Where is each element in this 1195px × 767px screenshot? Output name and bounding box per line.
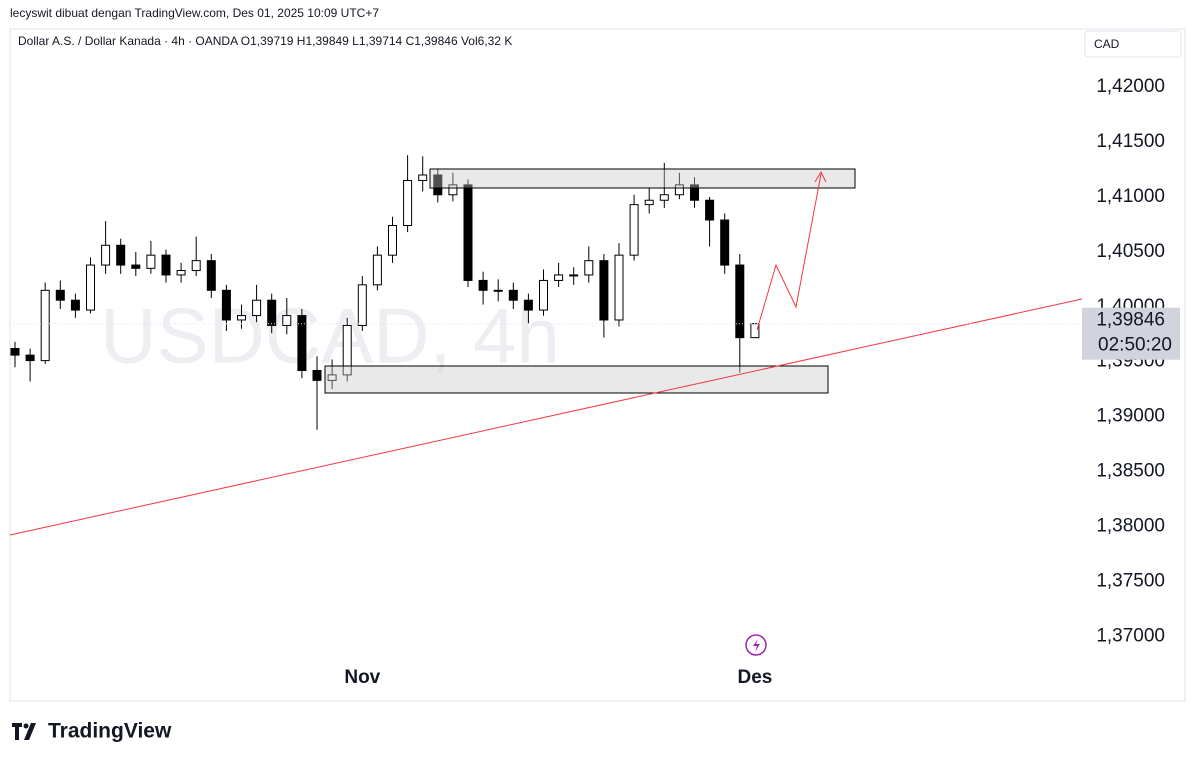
countdown: 02:50:20 — [1098, 335, 1172, 356]
candle-body — [644, 199, 654, 206]
candle-body — [463, 184, 473, 281]
currency-box[interactable] — [1084, 30, 1182, 58]
plot — [10, 155, 760, 430]
candle-body — [357, 284, 367, 326]
x-tick-label: Nov — [344, 667, 380, 688]
candle-body — [70, 299, 80, 311]
candle-body — [614, 254, 624, 321]
y-tick-label: 1,40500 — [1096, 241, 1165, 262]
y-tick-label: 1,37500 — [1096, 570, 1165, 591]
trendline — [9, 298, 1083, 536]
y-tick-label: 1,37000 — [1096, 625, 1165, 646]
y-tick-label: 1,41000 — [1096, 186, 1165, 207]
resistance-zone — [429, 168, 856, 189]
candle-body — [282, 315, 292, 326]
candle-body — [705, 199, 715, 221]
x-tick-label: Des — [737, 667, 772, 688]
projection-path — [756, 173, 822, 331]
candle-body — [206, 260, 216, 291]
candle-body — [584, 260, 594, 276]
candle-body — [327, 374, 337, 381]
candle-body — [448, 184, 458, 196]
y-tick-label: 1,38500 — [1096, 461, 1165, 482]
candle-body — [40, 289, 50, 362]
candle-body — [86, 264, 95, 311]
candle-body — [523, 299, 533, 311]
frame — [9, 28, 1186, 702]
candle-body — [674, 184, 684, 196]
candle-body — [690, 184, 699, 201]
last-price-label: 1,39846 — [1096, 310, 1165, 331]
candle-body — [252, 299, 262, 317]
candle-body — [735, 264, 745, 339]
candle-body — [403, 179, 413, 227]
candle-body — [342, 324, 352, 376]
candle-body — [554, 274, 564, 281]
candle-body — [372, 254, 382, 286]
candle-body — [508, 289, 518, 301]
candle-body — [55, 289, 65, 301]
candle-body — [433, 174, 443, 196]
candle-body — [10, 348, 20, 356]
y-tick-label: 1,42000 — [1096, 76, 1165, 97]
projection-arrowhead — [814, 170, 827, 183]
y-tick-label: 1,41500 — [1096, 131, 1165, 152]
candle-body — [539, 279, 548, 311]
candle-body — [629, 204, 639, 256]
candle-body — [267, 299, 277, 326]
candle-body — [493, 289, 503, 292]
caption: lecyswit dibuat dengan TradingView.com, … — [10, 6, 379, 20]
y-tick-label: 1,39000 — [1096, 406, 1165, 427]
candle-body — [116, 244, 126, 266]
candle-body — [25, 354, 35, 362]
candle-body — [131, 264, 141, 269]
symbol-legend: Dollar A.S. / Dollar Kanada · 4h · OANDA… — [18, 34, 512, 48]
brand: TradingView — [48, 720, 172, 743]
candle-body — [101, 244, 111, 266]
candle-body — [146, 254, 156, 269]
candle-body — [599, 260, 609, 321]
candle-body — [750, 323, 760, 339]
candle-body — [720, 219, 730, 266]
candle-body — [418, 174, 428, 181]
candle-body — [569, 274, 579, 277]
event-icon[interactable] — [745, 634, 767, 656]
candle-body — [176, 270, 186, 276]
candle-body — [388, 225, 397, 256]
support-zone — [324, 365, 829, 394]
candle-body — [221, 289, 231, 321]
brand-logo — [12, 723, 36, 740]
candle-body — [237, 315, 246, 321]
y-tick-label: 1,38000 — [1096, 515, 1165, 536]
currency: CAD — [1094, 37, 1120, 51]
watermark: USDCAD, 4h — [100, 292, 559, 380]
candle-body — [478, 279, 488, 291]
candle-body — [161, 254, 171, 276]
candle-body — [312, 369, 322, 381]
candle-body — [191, 260, 201, 272]
candle-body — [297, 315, 307, 371]
last-price-box — [1082, 307, 1180, 360]
candle-body — [659, 194, 669, 201]
event-icon-bolt — [753, 639, 760, 652]
